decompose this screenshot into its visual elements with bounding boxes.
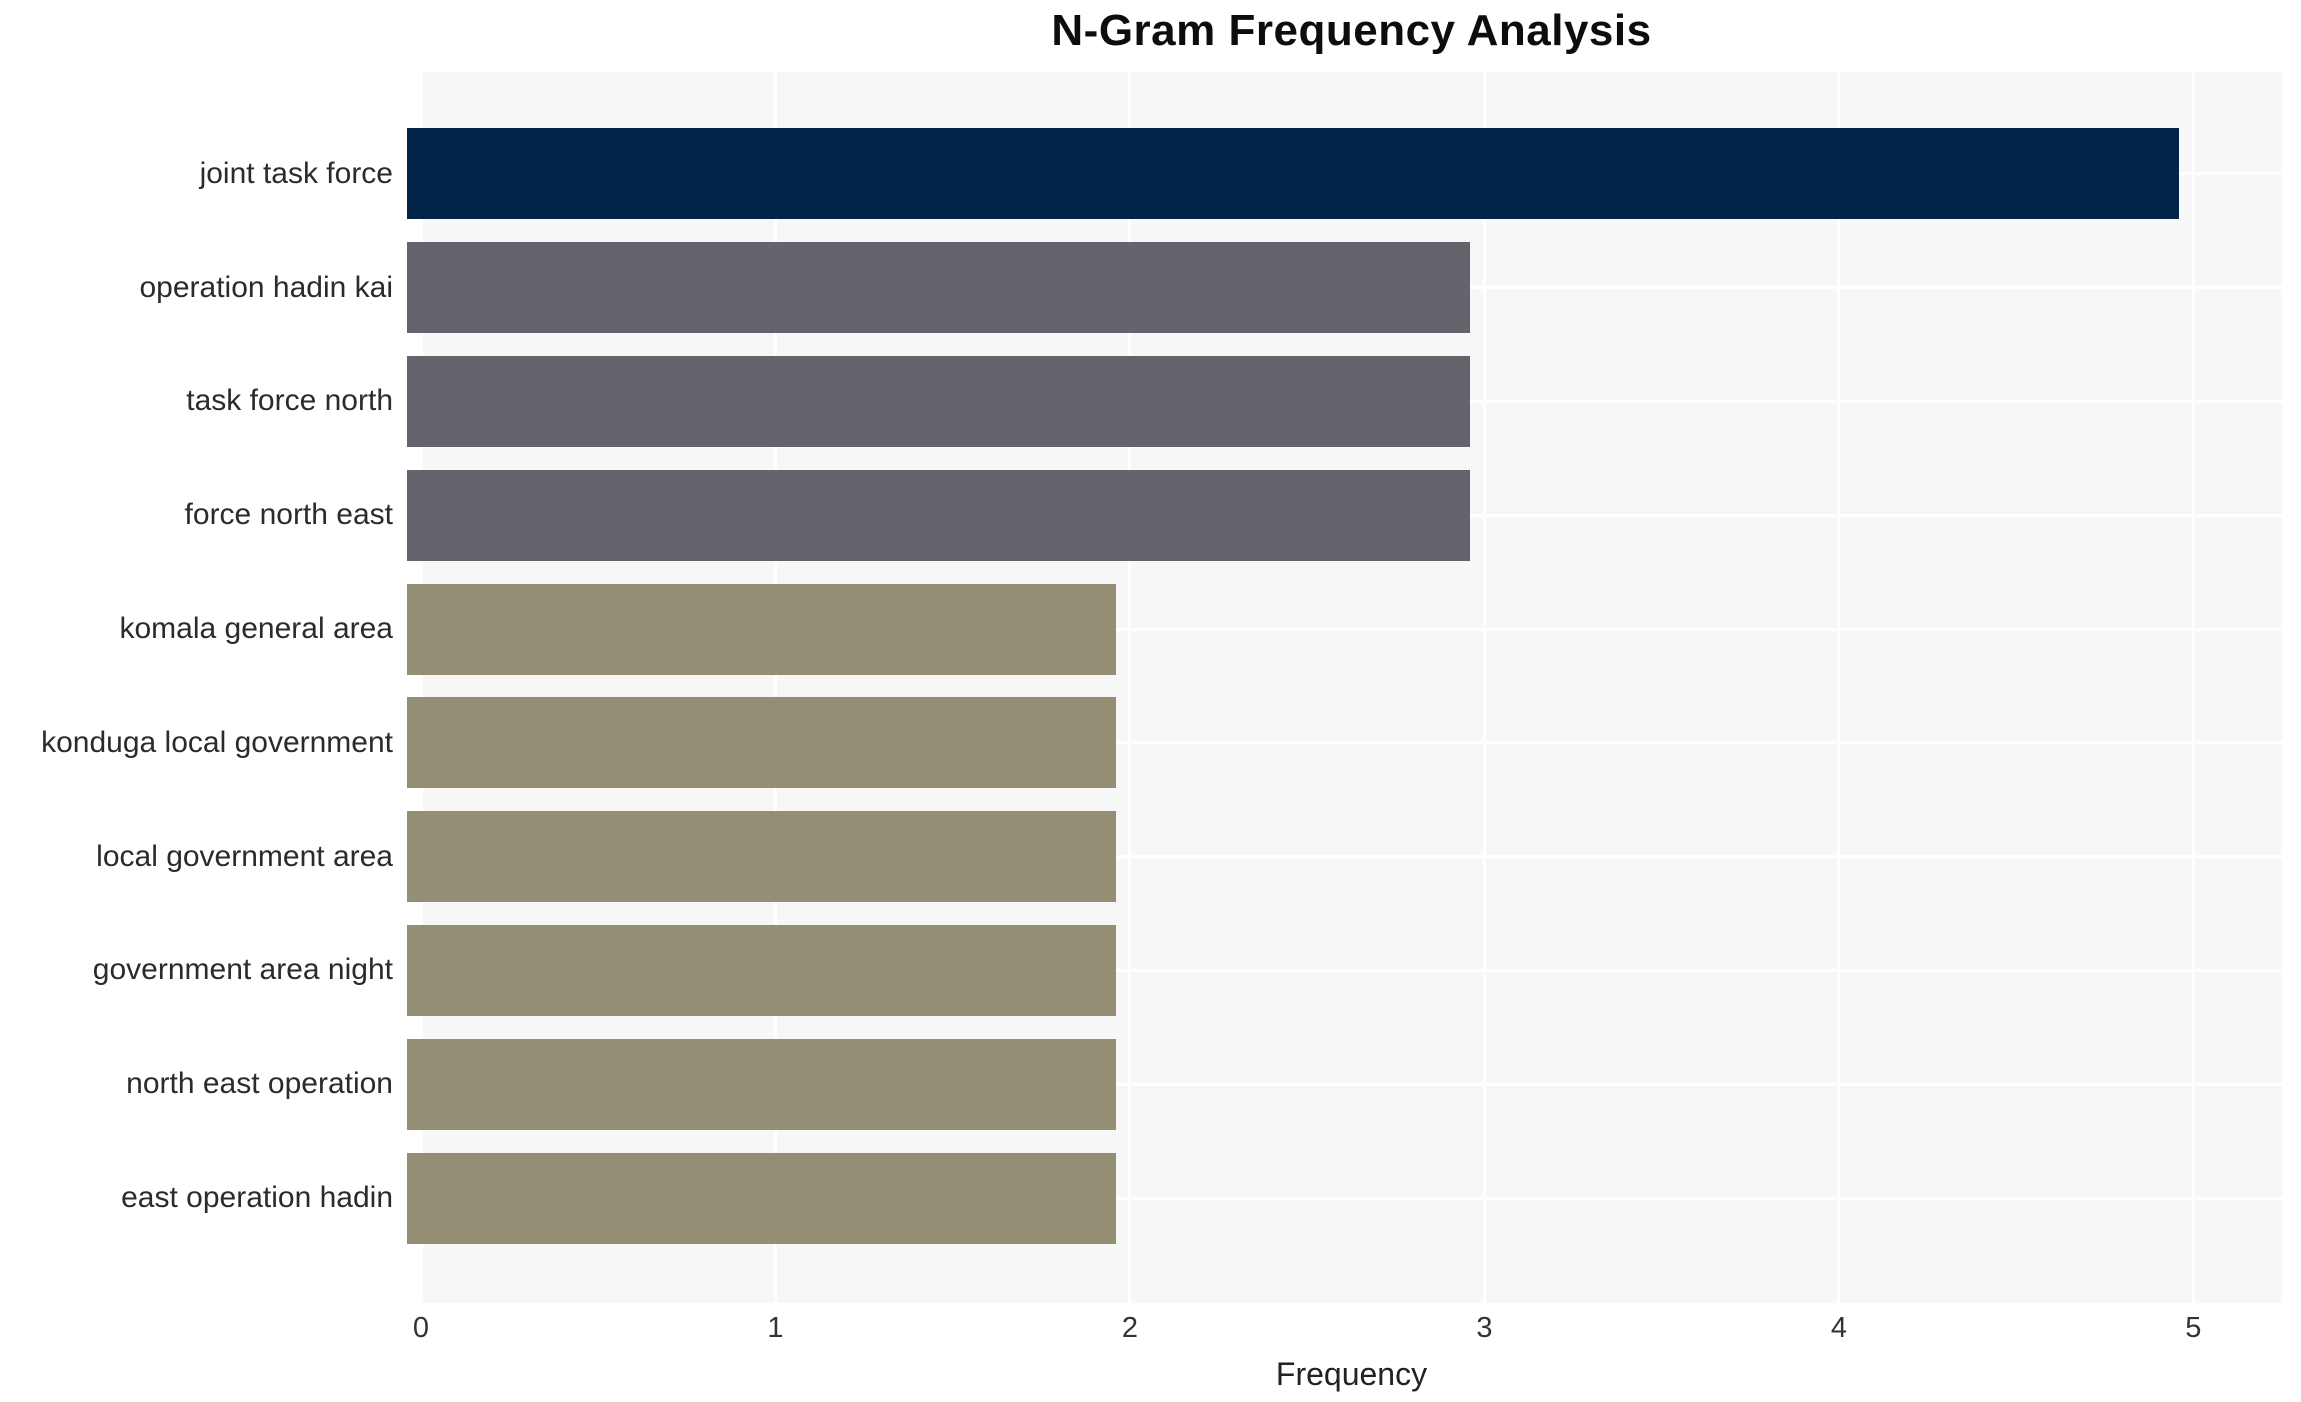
gridline-vertical xyxy=(1837,72,1841,1303)
gridline-horizontal xyxy=(421,741,2282,745)
category-label: local government area xyxy=(96,839,393,873)
category-label: task force north xyxy=(186,384,393,418)
bar-row: konduga local government xyxy=(0,686,2301,800)
gridline-horizontal xyxy=(421,969,2282,972)
bar-track xyxy=(407,1141,2301,1255)
category-label: joint task force xyxy=(199,156,393,190)
gridline-horizontal xyxy=(421,1196,2282,1200)
category-label: government area night xyxy=(92,953,393,987)
x-axis-title: Frequency xyxy=(1275,1356,1428,1392)
bar-row: komala general area xyxy=(0,572,2301,686)
gridline-vertical xyxy=(1128,72,1132,1303)
x-axis-ticks: 0 1 2 3 4 5 xyxy=(0,1312,2301,1352)
x-tick-label: 5 xyxy=(2185,1312,2202,1344)
bar-row: east operation hadin xyxy=(0,1141,2301,1255)
x-tick-label: 2 xyxy=(1121,1312,1139,1344)
gridline-vertical xyxy=(773,72,777,1303)
bar xyxy=(407,355,1471,447)
gridline-vertical xyxy=(1482,72,1486,1303)
gridline-horizontal xyxy=(421,1082,2282,1086)
bar-row: local government area xyxy=(0,800,2301,914)
x-tick-label: 0 xyxy=(412,1312,430,1344)
x-tick-label: 1 xyxy=(767,1312,784,1344)
bar xyxy=(407,1038,1116,1130)
bar-row: task force north xyxy=(0,345,2301,459)
category-label: north east operation xyxy=(126,1067,393,1101)
bar-track xyxy=(407,345,2301,459)
chart-title: N-Gram Frequency Analysis xyxy=(1051,6,1652,55)
bar-track xyxy=(407,117,2301,231)
bar-row: north east operation xyxy=(0,1027,2301,1141)
bar-track xyxy=(407,231,2301,345)
gridline-vertical xyxy=(2191,72,2195,1303)
bar-track xyxy=(407,458,2301,572)
bar xyxy=(407,469,1471,561)
bar xyxy=(407,1152,1116,1244)
bar-row: operation hadin kai xyxy=(0,231,2301,345)
category-label: east operation hadin xyxy=(121,1181,393,1215)
category-label: force north east xyxy=(184,498,393,532)
category-label: operation hadin kai xyxy=(139,270,393,304)
bar-row: force north east xyxy=(0,458,2301,572)
gridline-horizontal xyxy=(421,627,2282,631)
bar xyxy=(407,697,1116,789)
bar xyxy=(407,128,2180,220)
bar xyxy=(407,583,1116,675)
bar-row: government area night xyxy=(0,914,2301,1028)
bar xyxy=(407,242,1471,334)
bar-row: joint task force xyxy=(0,117,2301,231)
category-label: komala general area xyxy=(119,612,393,646)
bar-track xyxy=(407,800,2301,914)
x-tick-label: 4 xyxy=(1830,1312,1847,1344)
category-label: konduga local government xyxy=(41,725,393,759)
x-tick-label: 3 xyxy=(1476,1312,1493,1344)
bar-track xyxy=(407,1027,2301,1141)
gridline-horizontal xyxy=(421,855,2282,859)
bar xyxy=(407,811,1116,903)
bar xyxy=(407,924,1116,1016)
bar-rows: joint task force operation hadin kai task … xyxy=(0,72,2301,1303)
bar-track xyxy=(407,914,2301,1028)
gridline-vertical xyxy=(419,72,423,1303)
bar-track xyxy=(407,572,2301,686)
bar-track xyxy=(407,686,2301,800)
